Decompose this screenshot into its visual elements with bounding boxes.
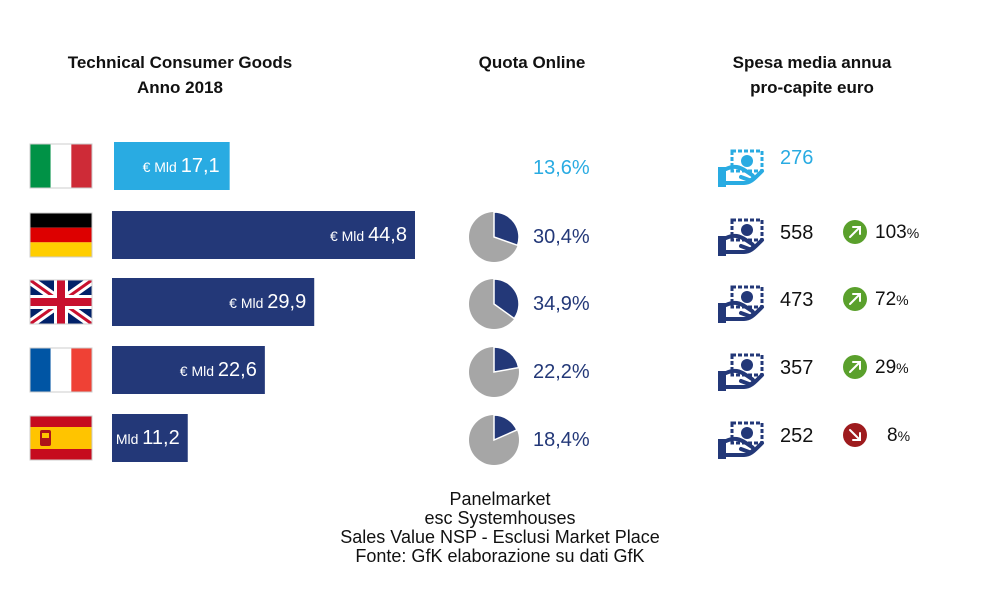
diff-label-5: 8% [887, 425, 910, 446]
header-middle: Quota Online [432, 50, 632, 75]
arrow-down-icon [843, 423, 867, 447]
bar-4 [112, 346, 265, 394]
diff-label-3: 72% [875, 289, 909, 310]
row-3: € Mld 29,9 34,9% 473 72% [29, 278, 909, 329]
pie-2 [469, 211, 520, 262]
money-hand-icon [718, 353, 764, 391]
footer-line-1: Panelmarket [449, 489, 551, 509]
pie-3 [469, 278, 520, 329]
spain-flag-icon [29, 415, 93, 461]
header-right: Spesa media annua pro-capite euro [692, 50, 932, 100]
diff-label-2: 103% [875, 222, 919, 243]
germany-flag-icon [29, 212, 93, 258]
bar-1 [114, 142, 230, 190]
header-right-line-2: pro-capite euro [750, 78, 874, 97]
uk-flag-icon [29, 279, 93, 325]
bar-label-5: € Mld 11,2 [104, 427, 180, 449]
footer-line-2: esc Systemhouses [424, 508, 576, 528]
row-1: € Mld 17,1 13,6% 276 [29, 142, 813, 190]
pie-5 [469, 414, 519, 465]
bar-label-1: € Mld 17,1 [143, 155, 220, 177]
italy-flag-icon [29, 143, 93, 189]
bar-3 [112, 278, 315, 326]
pie-slice-3 [493, 278, 520, 320]
spend-label-2: 558 [780, 222, 813, 244]
row-4: € Mld 22,6 22,2% 357 29% [29, 346, 909, 397]
header-right-line-1: Spesa media annua [732, 53, 892, 72]
diff-label-4: 29% [875, 357, 909, 378]
header-left: Technical Consumer Goods Anno 2018 [30, 50, 330, 100]
pie-slice-2 [493, 211, 520, 247]
header-middle-line-1: Quota Online [478, 53, 586, 72]
arrow-up-icon [843, 355, 867, 379]
online-share-label-5: 18,4% [533, 429, 590, 451]
money-hand-icon [718, 421, 764, 459]
spend-label-5: 252 [780, 425, 813, 447]
online-share-label-3: 34,9% [533, 293, 590, 315]
spend-label-4: 357 [780, 357, 813, 379]
header-left-line-2: Anno 2018 [137, 78, 223, 97]
money-hand-icon [718, 285, 764, 323]
online-share-label-2: 30,4% [533, 226, 590, 248]
row-5: € Mld 11,2 18,4% 252 8% [29, 414, 910, 465]
online-share-label-4: 22,2% [533, 361, 590, 383]
arrow-up-icon [843, 287, 867, 311]
footer-line-4: Fonte: GfK elaborazione su dati GfK [355, 546, 645, 566]
row-2: € Mld 44,8 30,4% 558 103% [29, 211, 919, 262]
header-left-line-1: Technical Consumer Goods [67, 53, 293, 72]
spend-label-1: 276 [780, 147, 813, 169]
pie-slice-5 [493, 414, 518, 442]
bar-label-4: € Mld 22,6 [180, 359, 257, 381]
bar-2 [112, 211, 415, 259]
spend-label-3: 473 [780, 289, 813, 311]
bar-label-2: € Mld 44,8 [330, 224, 407, 246]
pie-slice-4 [493, 346, 520, 373]
france-flag-icon [29, 347, 93, 393]
footer-notes: Panelmarket esc Systemhouses Sales Value… [200, 490, 800, 566]
online-share-label-1: 13,6% [533, 157, 590, 179]
money-hand-icon [718, 149, 764, 187]
footer-line-3: Sales Value NSP - Esclusi Market Place [340, 527, 660, 547]
arrow-up-icon [843, 220, 867, 244]
bar-5 [112, 414, 188, 462]
bar-label-3: € Mld 29,9 [229, 291, 306, 313]
pie-4 [469, 346, 520, 397]
money-hand-icon [718, 218, 764, 256]
